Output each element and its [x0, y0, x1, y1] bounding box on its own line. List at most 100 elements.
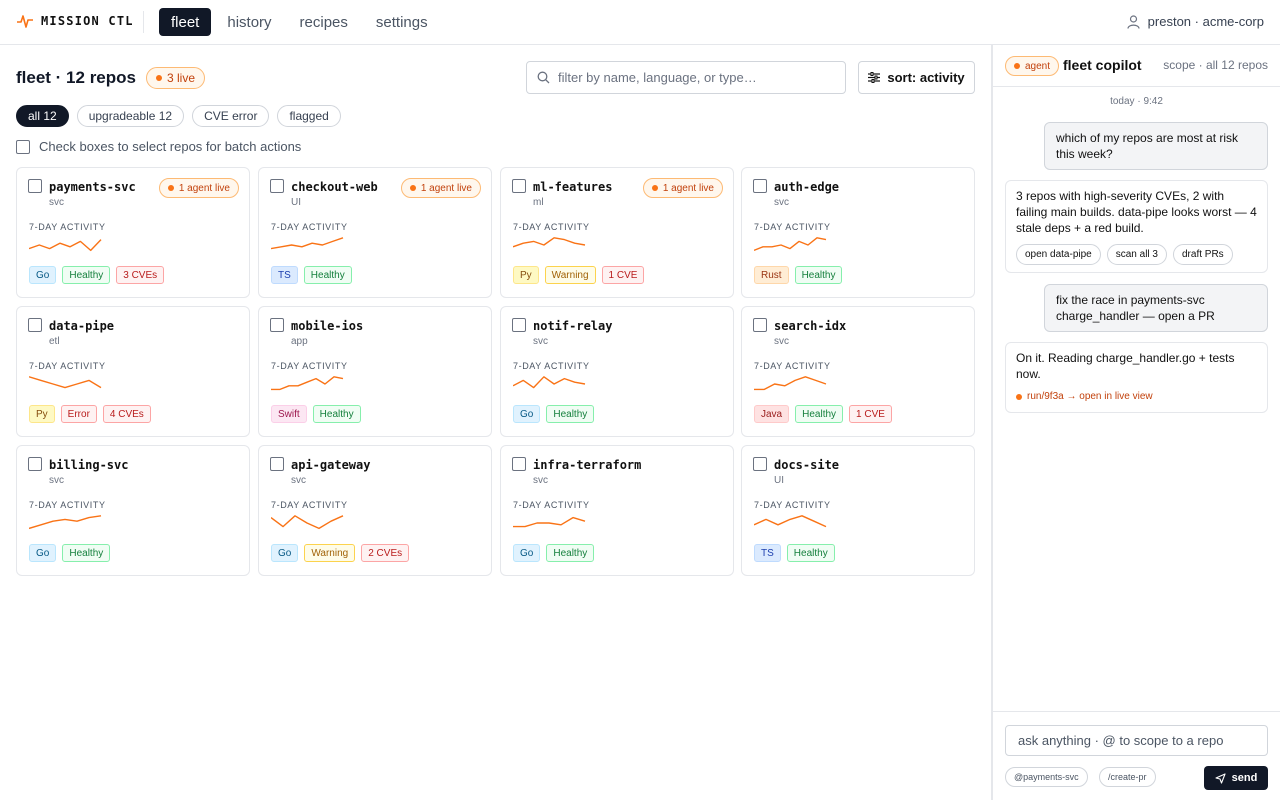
sparkline-path — [271, 515, 344, 530]
filter-flagged[interactable]: flagged — [277, 105, 341, 127]
agent-live-badge: 1 agent live — [158, 178, 239, 198]
repo-name: auth-edge — [774, 180, 840, 194]
repo-card[interactable]: billing-svc svc 7-DAY ACTIVITY Go Healthy — [16, 445, 250, 576]
activity-label: 7-DAY ACTIVITY — [29, 222, 106, 232]
repo-tags: Go Healthy — [513, 544, 595, 562]
repo-type: svc — [774, 197, 789, 208]
search-input[interactable] — [558, 70, 828, 85]
repo-name: api-gateway — [291, 458, 371, 472]
hint-create-pr[interactable]: /create-pr — [1099, 767, 1156, 787]
activity-label: 7-DAY ACTIVITY — [754, 500, 831, 510]
hint-repo-scope[interactable]: @payments-svc — [1005, 767, 1088, 787]
tab-history[interactable]: history — [227, 13, 272, 31]
app-logo[interactable]: MISSION CTL — [17, 14, 134, 28]
user-message: which of my repos are most at risk this … — [1044, 122, 1268, 170]
repo-tags: TS Healthy — [754, 544, 835, 562]
repo-tags: Py Error 4 CVEs — [29, 405, 151, 423]
copilot-scope[interactable]: scope · all 12 repos — [1163, 58, 1268, 72]
send-button[interactable]: send — [1204, 766, 1268, 790]
divider — [143, 11, 144, 33]
repo-tag-healthy: Healthy — [546, 405, 595, 423]
agent-badge: agent — [1005, 56, 1060, 76]
repo-card[interactable]: notif-relay svc 7-DAY ACTIVITY Go Healthy — [500, 306, 734, 437]
sort-label: sort: activity — [887, 70, 965, 85]
repo-checkbox[interactable] — [753, 179, 767, 193]
repo-card[interactable]: infra-terraform svc 7-DAY ACTIVITY Go Hea… — [500, 445, 734, 576]
agent-live-badge: 1 agent live — [642, 178, 723, 198]
activity-sparkline — [754, 376, 827, 391]
sparkline-path — [754, 376, 827, 391]
repo-tag-error: Error — [60, 405, 97, 423]
sparkline-path — [513, 376, 586, 389]
select-all-checkbox[interactable] — [16, 139, 30, 154]
activity-sparkline — [754, 515, 827, 528]
tab-fleet[interactable]: fleet — [159, 8, 212, 36]
repo-checkbox[interactable] — [28, 318, 42, 332]
action-draft-prs[interactable]: draft PRs — [1172, 244, 1233, 265]
live-dot-icon — [156, 75, 162, 81]
page-title: fleet · 12 repos — [16, 68, 136, 87]
activity-sparkline — [271, 237, 344, 250]
repo-tags: Java Healthy 1 CVE — [754, 405, 892, 423]
repo-card[interactable]: auth-edge svc 7-DAY ACTIVITY Rust Healthy — [741, 167, 975, 298]
chat-composer: @payments-svc /create-pr send — [993, 711, 1280, 800]
live-badge: 3 live — [146, 67, 206, 89]
sort-button[interactable]: sort: activity — [858, 61, 975, 94]
repo-tag-warning: Warning — [544, 266, 596, 284]
repo-checkbox[interactable] — [270, 179, 284, 193]
activity-label: 7-DAY ACTIVITY — [29, 361, 106, 371]
activity-sparkline — [513, 237, 586, 248]
repo-tag-go: Go — [29, 266, 57, 284]
filter-all[interactable]: all 12 — [16, 105, 69, 127]
repo-card[interactable]: search-idx svc 7-DAY ACTIVITY Java Health… — [741, 306, 975, 437]
repo-tags: Go Healthy — [29, 544, 111, 562]
repo-checkbox[interactable] — [753, 318, 767, 332]
repo-checkbox[interactable] — [512, 179, 526, 193]
repo-type: UI — [774, 475, 784, 486]
repo-type: svc — [49, 197, 64, 208]
action-scan-all[interactable]: scan all 3 — [1106, 244, 1167, 265]
repo-checkbox[interactable] — [753, 457, 767, 471]
repo-checkbox[interactable] — [512, 457, 526, 471]
repo-tag-healthy: Healthy — [312, 405, 361, 423]
activity-label: 7-DAY ACTIVITY — [271, 361, 348, 371]
repo-card[interactable]: checkout-web UI 1 agent live 7-DAY ACTIV… — [258, 167, 492, 298]
repo-checkbox[interactable] — [270, 457, 284, 471]
filter-cve-error[interactable]: CVE error — [192, 105, 270, 127]
repo-card[interactable]: data-pipe etl 7-DAY ACTIVITY Py Error 4 CV… — [16, 306, 250, 437]
activity-label: 7-DAY ACTIVITY — [754, 222, 831, 232]
chat-input[interactable] — [1005, 725, 1268, 756]
live-run-link[interactable]: run/9f3a → open in live view — [1016, 389, 1257, 405]
activity-sparkline — [513, 376, 586, 389]
tab-recipes[interactable]: recipes — [299, 13, 348, 31]
agent-badge-label: agent — [1025, 60, 1051, 72]
repo-checkbox[interactable] — [28, 179, 42, 193]
repo-card[interactable]: mobile-ios app 7-DAY ACTIVITY Swift Healt… — [258, 306, 492, 437]
repo-tags: Swift Healthy — [271, 405, 361, 423]
activity-sparkline — [513, 516, 586, 528]
repo-card[interactable]: docs-site UI 7-DAY ACTIVITY TS Healthy — [741, 445, 975, 576]
repo-card[interactable]: payments-svc svc 1 agent live 7-DAY ACTI… — [16, 167, 250, 298]
live-run-label: run/9f3a → open in live view — [1027, 391, 1153, 402]
repo-card[interactable]: api-gateway svc 7-DAY ACTIVITY Go Warning… — [258, 445, 492, 576]
repo-checkbox[interactable] — [512, 318, 526, 332]
repo-card[interactable]: ml-features ml 1 agent live 7-DAY ACTIVI… — [500, 167, 734, 298]
action-open-data-pipe[interactable]: open data-pipe — [1016, 244, 1101, 265]
repo-tag-cve: 4 CVEs — [102, 405, 151, 423]
repo-tag-cve: 2 CVEs — [361, 544, 410, 562]
copilot-panel: agent fleet copilot scope · all 12 repos… — [991, 45, 1280, 800]
repo-checkbox[interactable] — [28, 457, 42, 471]
live-dot-icon — [651, 185, 658, 191]
repo-tags: TS Healthy — [271, 266, 352, 284]
filter-upgradeable[interactable]: upgradeable 12 — [76, 105, 185, 127]
repo-name: search-idx — [774, 319, 847, 333]
repo-checkbox[interactable] — [270, 318, 284, 332]
repo-tag-go: Go — [513, 405, 541, 423]
user-menu[interactable]: preston · acme-corp — [1127, 14, 1264, 29]
repo-type: svc — [533, 475, 548, 486]
tab-settings[interactable]: settings — [375, 13, 428, 31]
pulse-icon — [17, 15, 33, 28]
agent-live-label: 1 agent live — [662, 182, 714, 194]
repo-tags: Go Warning 2 CVEs — [271, 544, 410, 562]
sparkline-path — [29, 515, 102, 530]
